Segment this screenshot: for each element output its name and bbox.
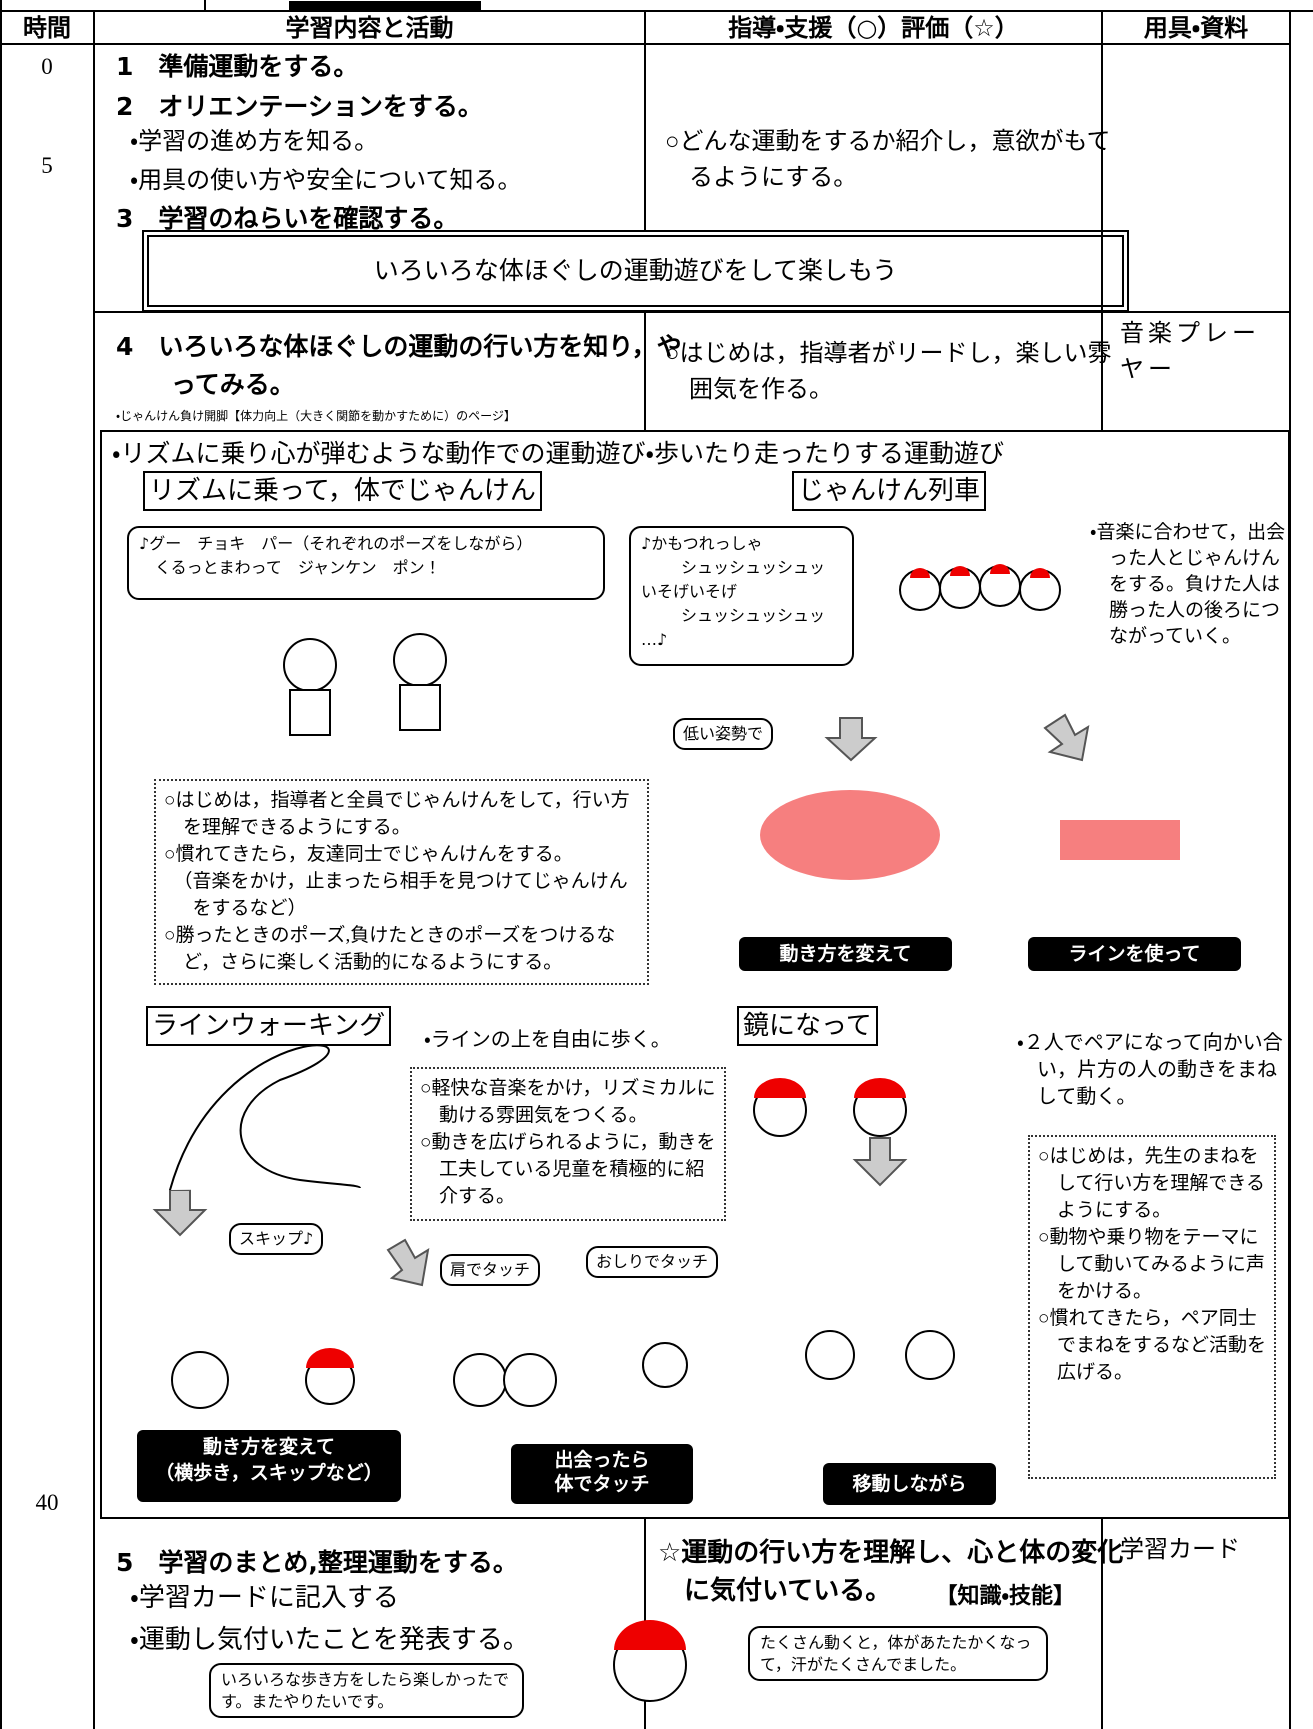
- step: 4 いろいろな体ほぐしの運動の行い方を知り，やってみる。: [116, 332, 682, 399]
- speech-bubble: ♪かもつれっしゃ シュッシュッシュッ いそげいそげ シュッシュッシュッ …♪: [629, 526, 854, 666]
- speech-bubble: 低い姿勢で: [673, 718, 774, 750]
- bubble-line: シュッシュッシュッ: [681, 558, 826, 577]
- step: 2 オリエンテーションをする。: [116, 92, 483, 121]
- speech-bubble: たくさん動くと，体があたたかくなって，汗がたくさんでました。: [748, 1626, 1048, 1681]
- time-label: 0: [41, 54, 53, 79]
- evaluation: ☆運動の行い方を理解し、心と体の変化に気付いている。: [658, 1538, 1124, 1606]
- note-box: ○はじめは，先生のまねをして行い方を理解できるようにする。 ○動物や乗り物をテー…: [1028, 1135, 1276, 1479]
- label: 移動しながら: [823, 1463, 996, 1505]
- header-guidance: 指導・支援（○）評価（☆）: [728, 14, 1019, 42]
- note-line: （音楽をかけ，止まったら相手を見つけてじゃんけんをするなど）: [173, 871, 628, 919]
- sub-step: ・学習の進め方を知る。: [130, 129, 379, 155]
- activities-intro: ・リズムに乗り心が弾むような動作での運動遊び・歩いたり走ったりする運動遊び: [112, 441, 1005, 468]
- header-content: 学習内容と活動: [285, 14, 454, 42]
- label-line: （横歩き，スキップなど）: [155, 1462, 383, 1484]
- criterion: 【知識・技能】: [935, 1584, 1075, 1609]
- sub-step: ・学習カードに記入する: [130, 1583, 399, 1612]
- step: 5 学習のまとめ,整理運動をする。: [116, 1548, 518, 1577]
- time-label: 40: [35, 1490, 59, 1515]
- label: 動き方を変えて （横歩き，スキップなど）: [137, 1430, 401, 1502]
- note: ・ラインの上を自由に歩く。: [424, 1029, 671, 1051]
- speech-bubble: おしりでタッチ: [586, 1246, 719, 1278]
- label-line: 出会ったら: [554, 1449, 650, 1471]
- reference: ・じゃんけん負け開脚【体力向上（大きく関節を動かすために）のページ】: [116, 409, 516, 423]
- sub-step: ・用具の使い方や安全について知る。: [130, 168, 522, 194]
- note-line: ○慣れてきたら，友達同士でじゃんけんをする。: [164, 844, 573, 865]
- bubble-line: ♪かもつれっしゃ: [641, 534, 763, 553]
- bubble-line: シュッシュッシュッ: [681, 606, 826, 625]
- speech-bubble: 肩でタッチ: [440, 1254, 541, 1286]
- activity-title: 鏡になって: [737, 1006, 878, 1046]
- goal: いろいろな体ほぐしの運動遊びをして楽しもう: [373, 256, 898, 285]
- tools: 音楽プレーヤー: [1120, 321, 1260, 383]
- bubble-line: いそげいそげ: [641, 582, 738, 601]
- note: ・２人でペアになって向かい合い，片方の人の動きをまねして動く。: [1017, 1032, 1283, 1108]
- activity-title: ラインウォーキング: [146, 1006, 392, 1046]
- note-box: ○はじめは，指導者と全員でじゃんけんをして，行い方を理解できるようにする。 ○慣…: [154, 779, 649, 985]
- label-line: 体でタッチ: [554, 1473, 650, 1495]
- speech-bubble: スキップ♪: [229, 1223, 324, 1255]
- note-line: ○慣れてきたら，ペア同士でまねをするなど活動を広げる。: [1038, 1308, 1267, 1383]
- illustrations: [169, 564, 1180, 1702]
- note-line: ○軽快な音楽をかけ，リズミカルに動ける雰囲気をつくる。: [420, 1078, 716, 1126]
- bubble-line: くるっとまわって ジャンケン ポン！: [155, 558, 441, 577]
- label: 動き方を変えて: [739, 937, 952, 971]
- guidance: ○はじめは，指導者がリードし，楽しい雰囲気を作る。: [665, 341, 1112, 403]
- sub-step: ・運動し気付いたことを発表する。: [130, 1625, 529, 1654]
- note-line: ○動物や乗り物をテーマにして動いてみるように声をかける。: [1038, 1227, 1265, 1302]
- note: ・音楽に合わせて，出会った人とじゃんけんをする。負けた人は勝った人の後ろにつなが…: [1090, 522, 1286, 647]
- time-label: 5: [41, 153, 53, 178]
- guidance: ○どんな運動をするか紹介し，意欲がもてるようにする。: [665, 129, 1111, 191]
- activity-title: じゃんけん列車: [792, 471, 987, 511]
- note-box: ○軽快な音楽をかけ，リズミカルに動ける雰囲気をつくる。 ○動きを広げられるように…: [410, 1067, 726, 1221]
- header-time: 時間: [23, 14, 71, 42]
- tools: 学習カード: [1120, 1537, 1240, 1563]
- bubble-line: …♪: [641, 630, 668, 649]
- note-line: ○動きを広げられるように，動きを工夫している児童を積極的に紹介する。: [420, 1132, 716, 1207]
- note-line: ○勝ったときのポーズ,負けたときのポーズをつけるなど，さらに楽しく活動的になるよ…: [164, 925, 616, 973]
- speech-bubble: いろいろな歩き方をしたら楽しかったです。またやりたいです。: [209, 1663, 524, 1718]
- activity-title: リズムに乗って，体でじゃんけん: [143, 471, 542, 511]
- header-tools: 用具・資料: [1143, 14, 1249, 42]
- note-line: ○はじめは，先生のまねをして行い方を理解できるようにする。: [1038, 1146, 1266, 1221]
- bubble-line: ♪グー チョキ パー（それぞれのポーズをしながら）: [139, 534, 533, 553]
- label: ラインを使って: [1028, 937, 1241, 971]
- step: 3 学習のねらいを確認する。: [116, 204, 459, 233]
- step: 1 準備運動をする。: [116, 52, 359, 81]
- label-line: 動き方を変えて: [202, 1436, 336, 1458]
- speech-bubble: ♪グー チョキ パー（それぞれのポーズをしながら） くるっとまわって ジャンケン…: [127, 526, 605, 600]
- label: 出会ったら 体でタッチ: [511, 1444, 693, 1504]
- note-line: ○はじめは，指導者と全員でじゃんけんをして，行い方を理解できるようにする。: [164, 790, 630, 838]
